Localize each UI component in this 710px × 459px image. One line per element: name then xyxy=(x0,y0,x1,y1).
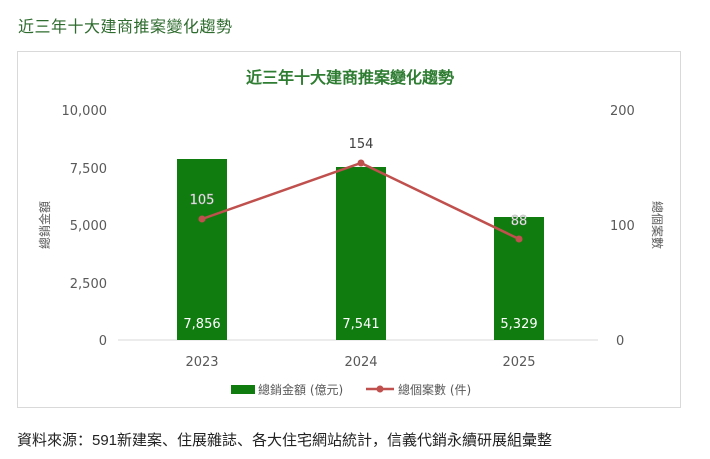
left-tick: 7,500 xyxy=(70,162,107,177)
right-axis: 200 100 0 xyxy=(610,104,635,349)
left-tick: 2,500 xyxy=(70,277,107,292)
left-tick: 5,000 xyxy=(70,219,107,234)
right-tick: 100 xyxy=(610,219,635,234)
category-label-2024: 2024 xyxy=(344,355,377,370)
left-axis-label: 總銷金額 xyxy=(37,201,52,249)
page-heading: 近三年十大建商推案變化趨勢 xyxy=(18,17,233,36)
legend-bar-label: 總銷金額 (億元) xyxy=(258,382,343,397)
left-tick: 0 xyxy=(99,334,107,349)
bar-2024 xyxy=(336,167,386,340)
line-point-2025 xyxy=(515,235,523,243)
legend-line-marker xyxy=(376,385,384,393)
bar-label-2024: 7,541 xyxy=(342,317,379,332)
legend-line-label: 總個案數 (件) xyxy=(398,382,471,397)
bar-label-2023: 7,856 xyxy=(183,317,220,332)
line-point-2024 xyxy=(357,159,365,167)
right-tick: 200 xyxy=(610,104,635,119)
line-label-2025: 88 xyxy=(511,214,528,229)
right-axis-label: 總個案數 xyxy=(650,201,665,249)
line-label-2023: 105 xyxy=(190,193,215,208)
right-tick: 0 xyxy=(616,334,624,349)
category-label-2023: 2023 xyxy=(185,355,218,370)
left-axis: 10,000 7,500 5,000 2,500 0 xyxy=(62,104,108,349)
line-point-2023 xyxy=(198,215,206,223)
combo-chart: 近三年十大建商推案變化趨勢 10,000 7,500 5,000 2,500 0… xyxy=(37,68,665,397)
bar-2023 xyxy=(177,159,227,340)
line-label-2024: 154 xyxy=(349,137,374,152)
category-label-2025: 2025 xyxy=(502,355,535,370)
legend: 總銷金額 (億元) 總個案數 (件) xyxy=(231,382,471,397)
bar-label-2025: 5,329 xyxy=(500,317,537,332)
left-tick: 10,000 xyxy=(62,104,108,119)
chart-frame: 近三年十大建商推案變化趨勢 10,000 7,500 5,000 2,500 0… xyxy=(17,51,681,408)
legend-bar-swatch xyxy=(231,385,255,394)
chart-title: 近三年十大建商推案變化趨勢 xyxy=(246,68,454,87)
source-note: 資料來源：591新建案、住展雜誌、各大住宅網站統計，信義代銷永續研展組彙整 xyxy=(17,432,553,449)
